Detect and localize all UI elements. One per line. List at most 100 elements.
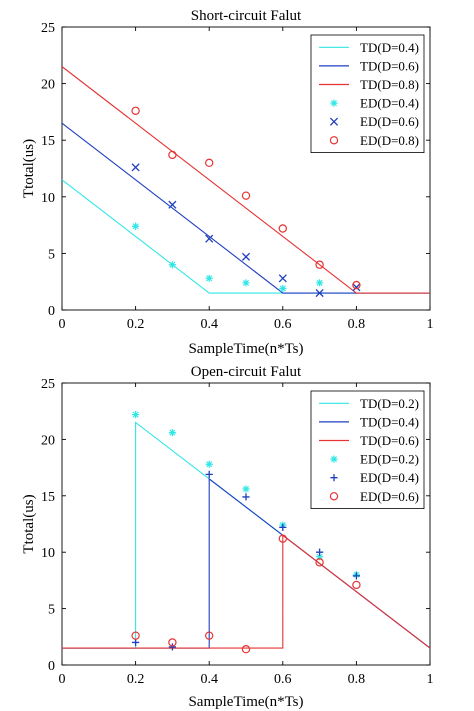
data-point xyxy=(279,523,287,531)
data-point xyxy=(316,279,324,287)
data-point xyxy=(132,638,140,647)
data-point xyxy=(316,553,324,561)
legend: TD(D=0.2) TD(D=0.4) TD(D=0.6) ED(D=0.2) ED(D… xyxy=(310,390,425,509)
y-tick-label: 0 xyxy=(48,304,55,319)
data-point xyxy=(242,279,250,287)
data-point xyxy=(241,645,251,654)
x-tick-label: 0.2 xyxy=(127,317,145,332)
data-point xyxy=(316,548,324,556)
data-point xyxy=(242,493,250,501)
data-point xyxy=(131,163,140,172)
chart-title: Short-circuit Falut xyxy=(191,8,302,24)
legend-swatch xyxy=(330,455,338,463)
data-point xyxy=(241,252,251,261)
legend-swatch xyxy=(329,136,339,145)
axes-frame xyxy=(61,26,431,311)
x-tick-label: 0.6 xyxy=(274,317,292,332)
y-axis-label: Ttotal(us) xyxy=(21,494,37,553)
axes-frame xyxy=(61,382,431,666)
y-tick-label: 5 xyxy=(48,247,55,262)
data-point xyxy=(168,429,176,437)
y-tick-label: 25 xyxy=(41,21,55,36)
data-point xyxy=(315,288,324,298)
legend-entry: TD(D=0.4) xyxy=(360,414,419,429)
data-point xyxy=(168,261,176,269)
x-axis-label: SampleTime(n*Ts) xyxy=(188,694,303,710)
data-point xyxy=(205,234,214,243)
x-tick-label: 0.2 xyxy=(127,672,145,687)
y-axis-label: Ttotal(us) xyxy=(21,139,37,198)
data-point xyxy=(132,410,140,419)
data-point xyxy=(278,534,287,543)
data-point xyxy=(168,643,176,651)
y-tick-label: 10 xyxy=(41,546,55,561)
y-tick-label: 15 xyxy=(41,134,55,149)
x-tick-label: 0.4 xyxy=(200,672,218,687)
y-tick-label: 0 xyxy=(48,659,55,674)
data-point xyxy=(241,191,251,200)
legend-entry: TD(D=0.8) xyxy=(360,77,419,92)
y-tick-label: 10 xyxy=(41,191,55,206)
x-tick-label: 0.6 xyxy=(274,672,292,687)
x-tick-label: 0.4 xyxy=(200,317,218,332)
data-point xyxy=(352,283,361,292)
legend-box xyxy=(310,34,425,153)
data-point xyxy=(352,572,360,580)
x-tick-label: 1 xyxy=(427,672,434,687)
data-point xyxy=(168,200,177,209)
plot-area xyxy=(62,410,430,654)
data-point xyxy=(242,485,250,493)
legend-box xyxy=(310,390,425,509)
legend-swatch xyxy=(330,474,338,482)
data-point xyxy=(278,274,287,283)
chart-title: Open-circuit Falut xyxy=(191,364,302,380)
series-line-3 xyxy=(62,66,430,294)
data-point xyxy=(352,280,361,290)
legend-entry: ED(D=0.8) xyxy=(360,133,419,148)
x-tick-label: 0.8 xyxy=(348,317,366,332)
legend-entry: TD(D=0.6) xyxy=(360,58,419,73)
data-point xyxy=(131,631,140,640)
legend-swatch xyxy=(329,492,339,501)
data-point xyxy=(205,470,213,478)
y-tick-label: 5 xyxy=(48,603,55,618)
data-point xyxy=(131,106,140,115)
x-axis-label: SampleTime(n*Ts) xyxy=(188,341,303,357)
data-point xyxy=(132,222,140,230)
data-point xyxy=(205,274,213,282)
legend-swatch xyxy=(330,99,338,107)
data-point xyxy=(352,580,361,590)
y-tick-label: 20 xyxy=(41,78,55,93)
data-point xyxy=(315,260,324,269)
x-tick-label: 0 xyxy=(59,317,66,332)
legend-entry: ED(D=0.4) xyxy=(360,470,419,485)
data-point xyxy=(315,558,324,567)
y-tick-label: 20 xyxy=(41,433,55,448)
legend-entry: TD(D=0.2) xyxy=(360,396,419,411)
legend-entry: ED(D=0.6) xyxy=(360,489,419,504)
data-point xyxy=(204,158,214,168)
legend-entry: ED(D=0.4) xyxy=(360,96,419,111)
legend-entry: TD(D=0.6) xyxy=(360,433,419,448)
legend-entry: ED(D=0.2) xyxy=(360,452,419,467)
x-tick-label: 0.8 xyxy=(348,672,366,687)
y-tick-label: 25 xyxy=(41,377,55,392)
x-tick-label: 0 xyxy=(59,672,66,687)
plot-area xyxy=(62,66,430,298)
legend-swatch xyxy=(329,117,339,126)
series-line-3 xyxy=(62,534,430,649)
data-point xyxy=(278,224,287,233)
y-tick-label: 15 xyxy=(41,490,55,505)
data-point xyxy=(279,284,287,293)
data-point xyxy=(168,150,177,160)
x-tick-label: 1 xyxy=(427,317,434,332)
data-point xyxy=(204,631,214,640)
legend: TD(D=0.4) TD(D=0.6) TD(D=0.8) ED(D=0.4) ED(D… xyxy=(310,34,425,153)
data-point xyxy=(168,638,177,647)
legend-entry: TD(D=0.4) xyxy=(360,40,419,55)
data-point xyxy=(205,460,213,468)
legend-entry: ED(D=0.6) xyxy=(360,114,419,129)
